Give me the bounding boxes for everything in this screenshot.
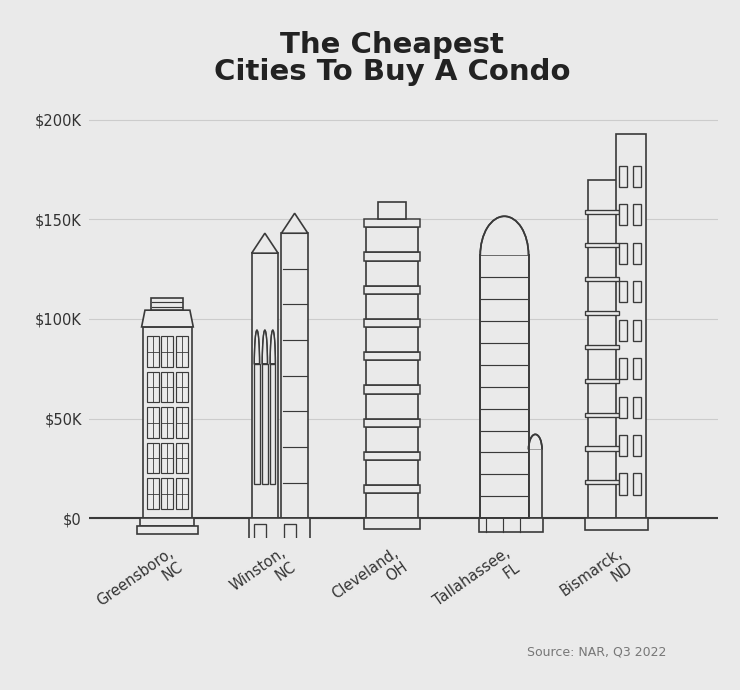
Bar [175,443,188,473]
Bar [270,364,275,484]
Bar [366,294,418,319]
Bar [616,134,646,518]
Bar [143,327,192,518]
Bar [364,352,420,360]
Bar [161,372,173,402]
Bar [528,449,542,518]
Bar [585,413,619,417]
Polygon shape [270,331,275,364]
Bar [619,243,628,264]
Bar [633,473,641,495]
Bar [137,526,198,533]
Polygon shape [281,213,308,233]
Bar [161,408,173,437]
Bar [588,179,616,518]
Bar [152,298,184,310]
Bar [175,372,188,402]
Bar [619,435,628,456]
Bar [619,397,628,417]
Bar [366,427,418,452]
Bar [175,408,188,437]
Text: Source: NAR, Q3 2022: Source: NAR, Q3 2022 [527,646,666,658]
Bar [619,204,628,226]
Bar [585,311,619,315]
Bar [364,518,420,529]
Bar [366,228,418,253]
Bar [364,452,420,460]
Bar [619,319,628,341]
Bar [633,243,641,264]
Bar [619,473,628,495]
Bar [366,360,418,385]
Bar [585,277,619,282]
Bar [378,201,406,219]
Bar [161,337,173,366]
Bar [147,408,159,437]
Bar [283,524,296,541]
Bar [633,358,641,380]
Bar [262,364,267,484]
Bar [249,518,310,546]
Polygon shape [480,216,528,255]
Bar [364,485,420,493]
Bar [175,478,188,509]
Bar [619,281,628,302]
Bar [366,327,418,352]
Bar [364,286,420,294]
Bar [633,435,641,456]
Bar [633,397,641,417]
Bar [585,210,619,214]
Bar [619,358,628,380]
Bar [364,319,420,327]
Bar [366,493,418,518]
Bar [147,337,159,366]
Polygon shape [252,233,278,253]
Bar [585,345,619,349]
Bar [479,518,543,532]
Bar [364,253,420,261]
Bar [480,255,528,518]
Bar [585,480,619,484]
Bar [585,379,619,383]
Bar [161,443,173,473]
Bar [585,446,619,451]
Bar [281,233,308,518]
Bar [175,337,188,366]
Text: Cities To Buy A Condo: Cities To Buy A Condo [214,59,571,86]
Text: The Cheapest: The Cheapest [280,31,504,59]
Bar [147,372,159,402]
Polygon shape [528,435,542,449]
Bar [633,281,641,302]
Bar [585,244,619,248]
Bar [633,319,641,341]
Bar [255,364,260,484]
Polygon shape [262,331,267,364]
Bar [147,478,159,509]
Bar [633,166,641,187]
Bar [364,219,420,228]
Bar [364,419,420,427]
Bar [366,393,418,419]
Bar [364,385,420,393]
Bar [585,518,648,530]
Bar [161,478,173,509]
Bar [252,253,278,518]
Bar [619,166,628,187]
Bar [366,261,418,286]
Polygon shape [255,331,260,364]
Bar [141,518,195,526]
Bar [633,204,641,226]
Bar [254,524,266,541]
Bar [366,460,418,485]
Polygon shape [141,310,193,327]
Bar [147,443,159,473]
